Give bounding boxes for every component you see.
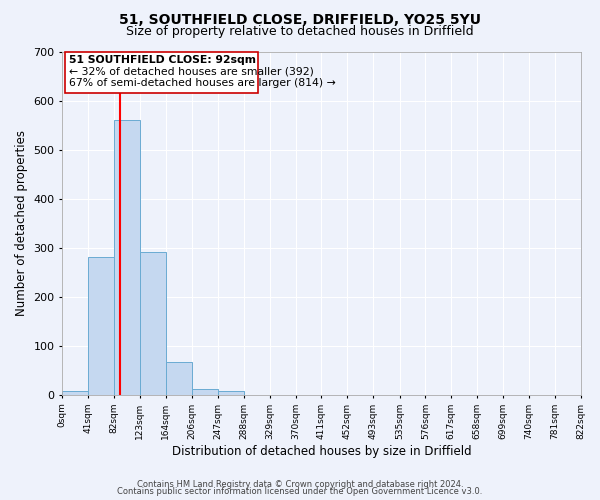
Bar bbox=[88, 256, 114, 395]
Text: Size of property relative to detached houses in Driffield: Size of property relative to detached ho… bbox=[126, 25, 474, 38]
Text: ← 32% of detached houses are smaller (392): ← 32% of detached houses are smaller (39… bbox=[69, 66, 314, 76]
Bar bbox=[192, 388, 218, 395]
Bar bbox=[166, 362, 192, 395]
Y-axis label: Number of detached properties: Number of detached properties bbox=[15, 130, 28, 316]
Bar bbox=[140, 252, 166, 395]
Text: 51 SOUTHFIELD CLOSE: 92sqm: 51 SOUTHFIELD CLOSE: 92sqm bbox=[69, 56, 256, 66]
Bar bbox=[114, 120, 140, 395]
Text: 51, SOUTHFIELD CLOSE, DRIFFIELD, YO25 5YU: 51, SOUTHFIELD CLOSE, DRIFFIELD, YO25 5Y… bbox=[119, 12, 481, 26]
Text: Contains HM Land Registry data © Crown copyright and database right 2024.: Contains HM Land Registry data © Crown c… bbox=[137, 480, 463, 489]
Bar bbox=[218, 391, 244, 395]
Bar bbox=[62, 392, 88, 395]
X-axis label: Distribution of detached houses by size in Driffield: Distribution of detached houses by size … bbox=[172, 444, 471, 458]
Text: 67% of semi-detached houses are larger (814) →: 67% of semi-detached houses are larger (… bbox=[69, 78, 336, 88]
Text: Contains public sector information licensed under the Open Government Licence v3: Contains public sector information licen… bbox=[118, 488, 482, 496]
FancyBboxPatch shape bbox=[65, 52, 258, 93]
